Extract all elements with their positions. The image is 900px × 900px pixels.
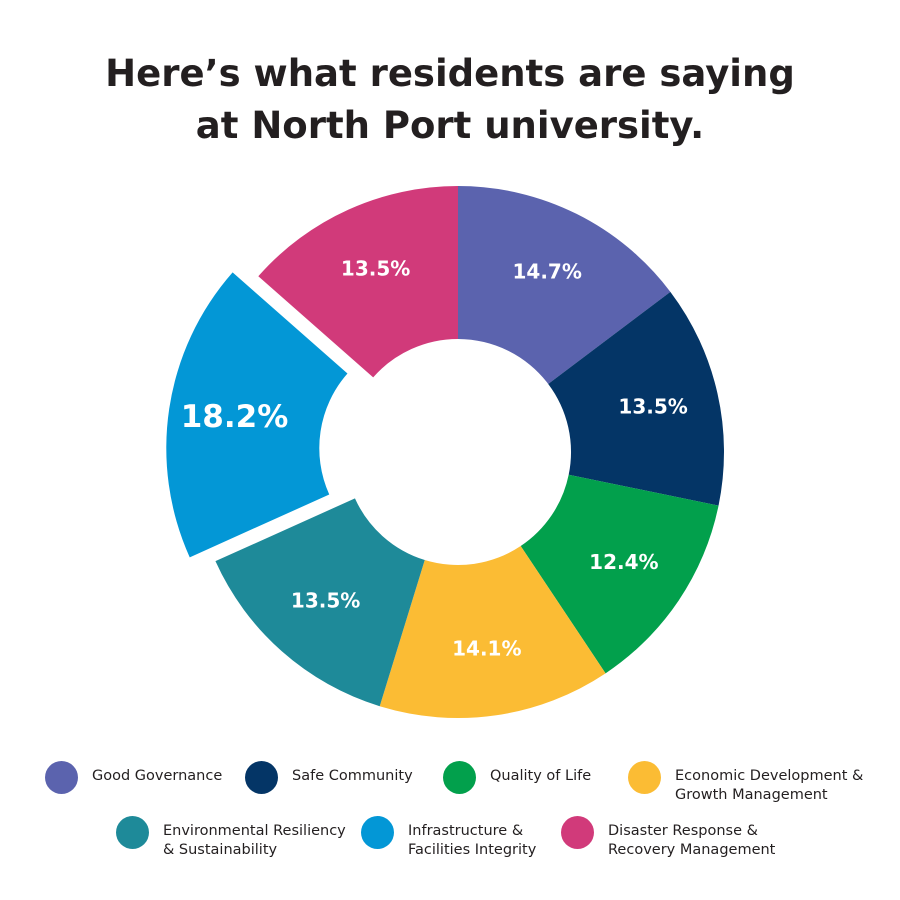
data-label: 14.7% [513, 259, 582, 283]
legend-item: Infrastructure & Facilities Integrity [361, 816, 537, 860]
data-label: 13.5% [618, 395, 687, 419]
chart-title: Here’s what residents are saying at Nort… [105, 52, 795, 147]
legend-label: Disaster Response & Recovery Management [608, 823, 776, 858]
legend-swatch [361, 816, 394, 849]
slice [166, 272, 348, 558]
slice [548, 291, 724, 506]
slice [215, 498, 425, 707]
slice [458, 186, 671, 384]
legend-label: Quality of Life [490, 768, 592, 784]
data-label: 13.5% [291, 588, 360, 612]
legend-item: Good Governance [45, 761, 223, 794]
legend-swatch [245, 761, 278, 794]
data-label: 13.5% [341, 256, 410, 280]
legend-label: Good Governance [92, 768, 223, 784]
legend-item: Disaster Response & Recovery Management [561, 816, 776, 860]
slice [379, 546, 606, 719]
legend-item: Quality of Life [443, 761, 592, 794]
legend-label: Infrastructure & Facilities Integrity [408, 823, 537, 858]
data-label: 12.4% [589, 550, 658, 574]
legend-label: Environmental Resiliency & Sustainabilit… [163, 823, 346, 858]
legend-swatch [45, 761, 78, 794]
legend-item: Environmental Resiliency & Sustainabilit… [116, 816, 346, 860]
legend-label: Economic Development & Growth Management [675, 768, 864, 803]
legend-item: Economic Development & Growth Management [628, 761, 864, 805]
legend-label: Safe Community [292, 768, 413, 784]
slice [520, 474, 719, 674]
data-label: 14.1% [452, 636, 521, 660]
data-label: 18.2% [181, 399, 289, 435]
legend-swatch [116, 816, 149, 849]
legend-swatch [561, 816, 594, 849]
legend-item: Safe Community [245, 761, 413, 794]
legend-swatch [628, 761, 661, 794]
slice [258, 186, 458, 378]
legend-swatch [443, 761, 476, 794]
